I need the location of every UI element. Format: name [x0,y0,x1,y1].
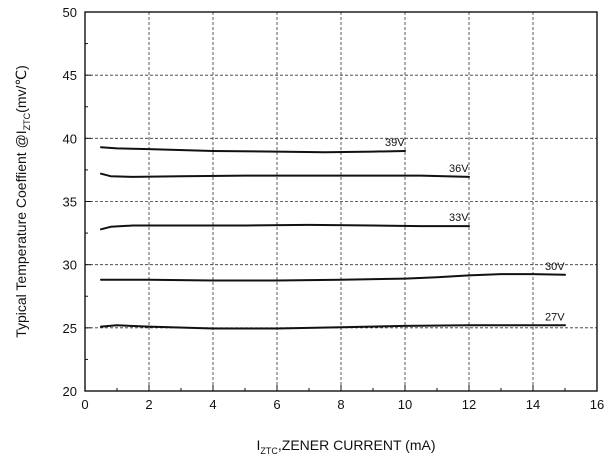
series-labels: 39V 36V 33V 30V 27V [385,137,565,323]
series-line-33V [100,223,470,231]
y-tick-label: 25 [63,321,77,336]
series-label-33V: 33V [449,212,469,224]
series-line-36V [100,172,470,178]
axis-ticks: 0 2 4 6 8 10 12 14 16 20 25 30 35 40 45 50 [63,5,605,412]
x-tick-label: 10 [398,397,412,412]
series-line-27V [100,324,566,330]
y-axis-label: Typical Temperature Coeffient @IZTC(mv/℃… [13,65,32,338]
series-line-39V [100,146,406,154]
series-lines [100,146,566,330]
grid [85,12,597,391]
x-tick-label: 12 [462,397,476,412]
x-tick-label: 0 [81,397,88,412]
y-axis-label-sub: ZTC [22,112,32,130]
y-tick-label: 35 [63,195,77,210]
x-tick-label: 16 [590,397,604,412]
x-tick-label: 14 [526,397,540,412]
y-tick-label: 30 [63,258,77,273]
y-tick-label: 45 [63,68,77,83]
series-label-36V: 36V [449,163,469,175]
y-tick-label: 20 [63,384,77,399]
x-axis-label-rest: ,ZENER CURRENT (mA) [278,437,436,453]
x-tick-label: 6 [273,397,280,412]
y-axis-label-main: Typical Temperature Coeffient @I [13,130,29,337]
series-line-30V [100,273,566,282]
x-axis-label-main: I [256,437,260,453]
series-label-27V: 27V [545,311,565,323]
y-axis-label-rest: (mv/℃) [13,65,29,113]
y-tick-label: 40 [63,131,77,146]
x-axis-label: IZTC,ZENER CURRENT (mA) [256,437,435,456]
series-label-30V: 30V [545,261,565,273]
y-tick-label: 50 [63,5,77,20]
x-tick-label: 2 [145,397,152,412]
series-label-39V: 39V [385,137,405,149]
x-tick-label: 4 [209,397,216,412]
x-axis-label-sub: ZTC [260,446,278,456]
x-tick-label: 8 [337,397,344,412]
